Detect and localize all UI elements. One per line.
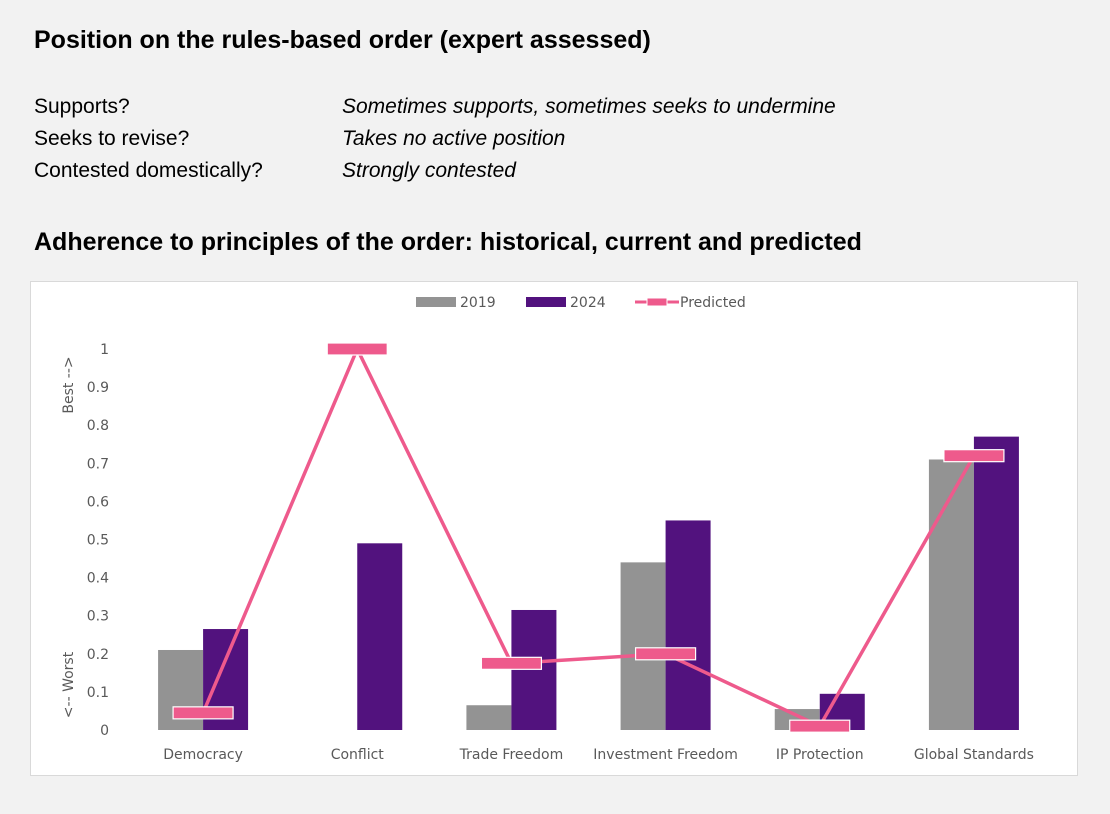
predicted-marker bbox=[943, 449, 1005, 463]
y-tick-label: 1 bbox=[100, 342, 109, 358]
qa-answer: Strongly contested bbox=[342, 159, 516, 182]
y-tick-label: 0.3 bbox=[87, 609, 109, 625]
qa-answer: Sometimes supports, sometimes seeks to u… bbox=[342, 95, 836, 118]
y-tick-label: 0.5 bbox=[87, 533, 109, 549]
y-tick-label: 0.2 bbox=[87, 647, 109, 663]
chart-title: Adherence to principles of the order: hi… bbox=[34, 228, 862, 256]
legend-marker-predicted bbox=[646, 297, 668, 307]
legend-label-predicted: Predicted bbox=[680, 295, 746, 311]
qa-question: Supports? bbox=[34, 95, 130, 118]
chart-container: 2019 2024 Predicted Best --> <-- Worst 0… bbox=[30, 281, 1078, 776]
predicted-line bbox=[201, 347, 976, 728]
predicted-marker bbox=[326, 342, 388, 356]
predicted-marker bbox=[789, 719, 851, 733]
x-tick-label: IP Protection bbox=[776, 747, 864, 763]
y-axis-label-best: Best --> bbox=[61, 356, 77, 413]
legend-label-2019: 2019 bbox=[460, 295, 496, 311]
x-tick-label: Democracy bbox=[163, 747, 243, 763]
bar-2024 bbox=[357, 543, 403, 730]
bar-2019 bbox=[620, 562, 666, 730]
bar-2024 bbox=[665, 520, 711, 730]
qa-question: Contested domestically? bbox=[34, 159, 263, 182]
x-tick-label: Global Standards bbox=[914, 747, 1034, 763]
y-tick-label: 0.1 bbox=[87, 685, 109, 701]
predicted-marker bbox=[480, 656, 543, 670]
x-tick-label: Conflict bbox=[331, 747, 385, 763]
y-tick-label: 0 bbox=[100, 723, 109, 739]
qa-question: Seeks to revise? bbox=[34, 127, 190, 150]
bar-2019 bbox=[466, 705, 512, 730]
page-title: Position on the rules-based order (exper… bbox=[34, 26, 651, 54]
y-tick-label: 0.9 bbox=[87, 380, 109, 396]
bar-2024 bbox=[973, 436, 1019, 730]
y-tick-label: 0.6 bbox=[87, 494, 109, 510]
y-axis-label-worst: <-- Worst bbox=[61, 651, 77, 718]
y-tick-label: 0.8 bbox=[87, 418, 109, 434]
x-tick-label: Trade Freedom bbox=[459, 747, 564, 763]
bar-2024 bbox=[511, 609, 557, 730]
y-tick-label: 0.7 bbox=[87, 456, 109, 472]
legend-swatch-2024 bbox=[526, 297, 566, 307]
legend-label-2024: 2024 bbox=[570, 295, 606, 311]
predicted-marker bbox=[172, 706, 234, 720]
bar-2019 bbox=[928, 459, 974, 730]
chart-svg: 2019 2024 Predicted Best --> <-- Worst 0… bbox=[61, 295, 1034, 763]
qa-answer: Takes no active position bbox=[342, 127, 566, 150]
y-tick-label: 0.4 bbox=[87, 571, 109, 587]
legend-swatch-2019 bbox=[416, 297, 456, 307]
predicted-marker bbox=[634, 647, 697, 661]
x-tick-label: Investment Freedom bbox=[593, 747, 738, 763]
chart-legend: 2019 2024 Predicted bbox=[416, 295, 746, 311]
